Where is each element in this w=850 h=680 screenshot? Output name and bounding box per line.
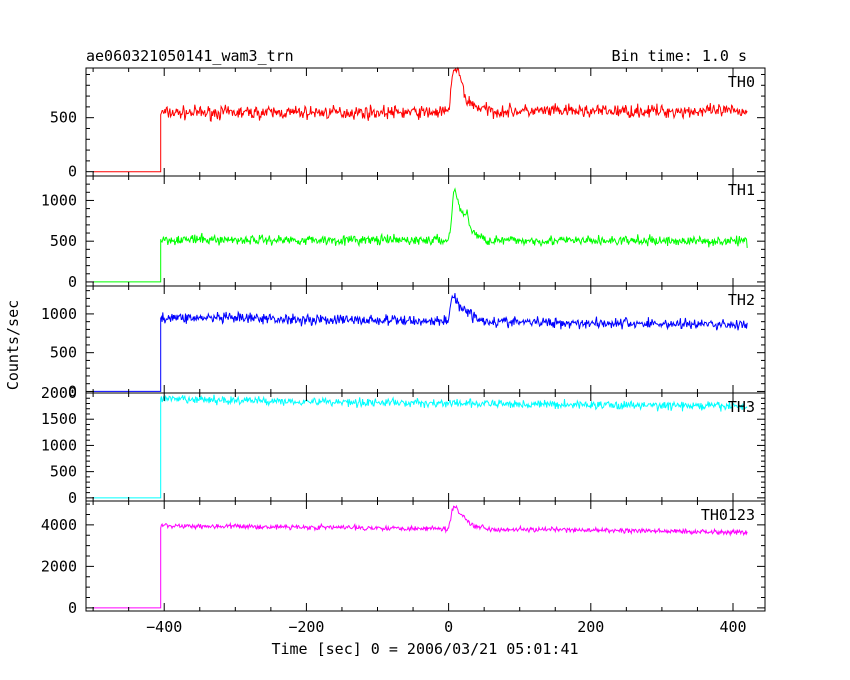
panel-th3: 0 500 1000 1500 2000 TH3: [41, 384, 766, 507]
panel-frame: [85, 392, 766, 502]
series-line-th2: [93, 293, 748, 392]
series-line-th0123: [93, 504, 748, 609]
x-axis-label: Time [sec] 0 = 2006/03/21 05:01:41: [271, 640, 578, 658]
y-tick-label: 1500: [41, 410, 77, 428]
x-tick-label: 400: [719, 618, 746, 636]
series-line-th0: [93, 66, 748, 173]
panel-th1: 0 500 1000 TH1: [41, 175, 766, 291]
y-tick-label: 1000: [41, 436, 77, 454]
series-line-th1: [93, 187, 748, 283]
bin-time-label: Bin time: 1.0 s: [612, 47, 747, 65]
panel-frame: [85, 67, 766, 177]
panels-group: 0 500 TH0 0 500 1000 TH1 0 500 1000 TH2 0 500 1000 150…: [41, 66, 766, 636]
panel-label-th2: TH2: [728, 291, 755, 309]
y-tick-label: 1000: [41, 191, 77, 209]
panel-th0123: 0 2000 4000 TH0123: [41, 500, 766, 617]
panel-label-th0123: TH0123: [701, 506, 755, 524]
y-tick-label: 500: [50, 463, 77, 481]
panel-label-th0: TH0: [728, 73, 755, 91]
y-tick-label: 0: [68, 163, 77, 181]
y-tick-label: 500: [50, 109, 77, 127]
panel-th2: 0 500 1000 TH2: [41, 285, 766, 400]
y-axis-label: Counts/sec: [4, 300, 22, 390]
y-tick-label: 2000: [41, 557, 77, 575]
y-tick-label: 0: [68, 489, 77, 507]
chart-title: ae060321050141_wam3_trn: [86, 47, 294, 65]
panel-frame: [85, 175, 766, 287]
y-tick-label: 0: [68, 273, 77, 291]
y-tick-label: 4000: [41, 516, 77, 534]
x-tick-label: 0: [444, 618, 453, 636]
y-tick-label: 0: [68, 382, 77, 400]
x-tick-label: −200: [288, 618, 324, 636]
x-tick-label: 200: [577, 618, 604, 636]
y-tick-label: 1000: [41, 305, 77, 323]
x-tick-label: −400: [146, 618, 182, 636]
panel-frame: [85, 500, 766, 612]
panel-label-th3: TH3: [728, 398, 755, 416]
y-tick-label: 2000: [41, 384, 77, 402]
y-tick-label: 500: [50, 232, 77, 250]
panel-frame: [85, 285, 766, 394]
panel-label-th1: TH1: [728, 181, 755, 199]
series-line-th3: [93, 394, 748, 499]
y-tick-label: 0: [68, 599, 77, 617]
panel-th0: 0 500 TH0: [50, 66, 766, 181]
y-tick-label: 500: [50, 344, 77, 362]
